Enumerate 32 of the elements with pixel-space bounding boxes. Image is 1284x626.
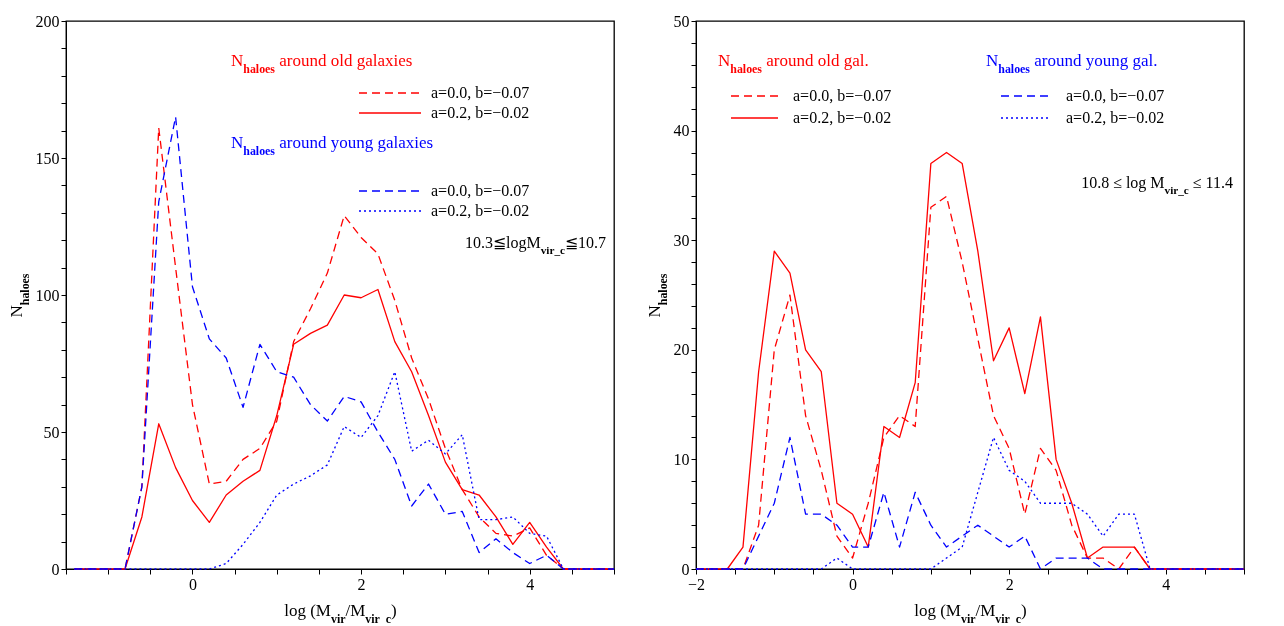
legend-label: a=0.0, b=−0.07 <box>431 182 530 199</box>
legend-label: a=0.2, b=−0.02 <box>431 202 530 219</box>
legend-label: a=0.0, b=−0.07 <box>1066 87 1165 104</box>
x-tick-label: 0 <box>849 575 858 593</box>
x-tick-label: 0 <box>188 575 197 593</box>
legend-label: a=0.2, b=−0.02 <box>1066 109 1165 126</box>
x-tick-label: 4 <box>1162 575 1171 593</box>
legend-label: a=0.2, b=−0.02 <box>793 109 892 126</box>
legend-label: a=0.0, b=−0.07 <box>793 87 892 104</box>
x-tick-label: 4 <box>526 575 535 593</box>
y-tick-label: 100 <box>35 286 60 304</box>
x-tick-label: 2 <box>1005 575 1014 593</box>
y-tick-label: 50 <box>43 423 60 441</box>
annotation: 10.8 ≤ log M$_{vir_c}$ ≤ 11.4 <box>1081 174 1233 196</box>
y-tick-label: 30 <box>673 231 690 249</box>
y-tick-label: 40 <box>673 122 690 140</box>
legend-label: a=0.0, b=−0.07 <box>431 84 530 101</box>
y-tick-label: 200 <box>35 12 60 30</box>
annotation: N$_{haloes}$ around old galaxies <box>231 51 413 76</box>
y-tick-label: 50 <box>673 12 690 30</box>
y-tick-label: 0 <box>681 560 690 578</box>
y-tick-label: 10 <box>673 450 690 468</box>
x-tick-label: −2 <box>687 575 706 593</box>
annotation: N$_{haloes}$ around old gal. <box>718 51 869 76</box>
annotation: N$_{haloes}$ around young gal. <box>986 51 1158 76</box>
y-tick-label: 20 <box>673 341 690 359</box>
annotation: N$_{haloes}$ around young galaxies <box>231 133 434 158</box>
y-tick-label: 150 <box>35 149 60 167</box>
annotation: 10.3≦logM$_{vir_c}$≦10.7 <box>465 234 606 256</box>
legend-label: a=0.2, b=−0.02 <box>431 104 530 121</box>
y-tick-label: 0 <box>51 560 60 578</box>
x-tick-label: 2 <box>357 575 366 593</box>
